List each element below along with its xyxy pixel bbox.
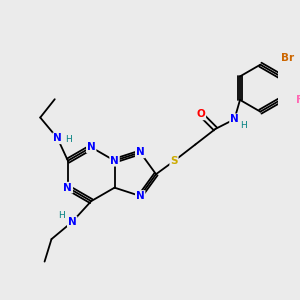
Text: O: O bbox=[196, 110, 205, 119]
Text: N: N bbox=[136, 191, 145, 201]
Text: H: H bbox=[58, 211, 64, 220]
Text: N: N bbox=[87, 142, 96, 152]
Text: N: N bbox=[110, 156, 119, 166]
Text: F: F bbox=[296, 95, 300, 105]
Text: N: N bbox=[230, 114, 239, 124]
Text: N: N bbox=[53, 133, 62, 143]
Text: H: H bbox=[240, 121, 246, 130]
Text: H: H bbox=[65, 136, 72, 145]
Text: N: N bbox=[64, 183, 72, 193]
Text: S: S bbox=[170, 156, 178, 166]
Text: N: N bbox=[68, 217, 76, 227]
Text: Br: Br bbox=[281, 53, 294, 63]
Text: N: N bbox=[136, 147, 145, 158]
